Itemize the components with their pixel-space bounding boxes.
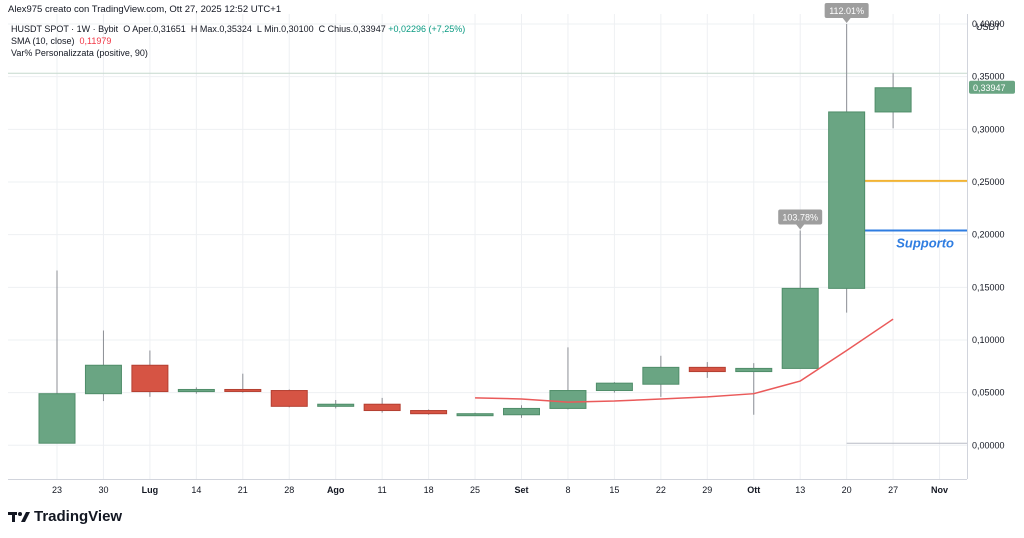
y-tick-label: 0,40000 xyxy=(972,19,1005,29)
x-tick-label: 30 xyxy=(98,485,108,495)
x-tick-label: 28 xyxy=(284,485,294,495)
x-tick-label: Lug xyxy=(142,485,159,495)
var-label-pointer xyxy=(842,18,851,24)
candlestick-series xyxy=(38,24,912,444)
candle-up xyxy=(317,403,355,407)
high-value: Max.0,35324 xyxy=(199,24,252,34)
candle-up xyxy=(503,407,540,416)
candle-down xyxy=(131,364,169,393)
x-tick-label: 15 xyxy=(609,485,619,495)
time-axis[interactable]: 23 30 Lug 14 21 28 Ago 11 18 25 Set 8 15 22 29 Ott 13 20 2… xyxy=(52,485,948,495)
y-tick-label: 0,30000 xyxy=(972,124,1005,134)
x-tick-label: 23 xyxy=(52,485,62,495)
x-tick-label: 29 xyxy=(702,485,712,495)
candle-up xyxy=(642,366,680,385)
candle-up xyxy=(735,367,773,373)
y-tick-label: 0,20000 xyxy=(972,230,1005,240)
last-price-badge xyxy=(969,80,1015,94)
candle-up xyxy=(781,287,819,369)
candle-up xyxy=(828,111,866,289)
sma-label: SMA (10, close) xyxy=(11,36,75,46)
candle-up xyxy=(456,413,494,417)
x-tick-label: Set xyxy=(514,485,528,495)
tradingview-logo-text: TradingView xyxy=(34,508,123,525)
open-label: O xyxy=(123,24,131,34)
candle-down xyxy=(363,403,401,412)
x-tick-label: Ott xyxy=(747,485,760,495)
x-tick-label: Ago xyxy=(327,485,345,495)
var-legend-row[interactable]: Var% Personalizzata (positive, 90) xyxy=(11,47,465,59)
annotations: Supporto xyxy=(896,235,954,250)
open-value: Aper.0,31651 xyxy=(132,24,186,34)
change-value: +0,02296 (+7,25%) xyxy=(388,24,466,34)
x-tick-label: 14 xyxy=(191,485,201,495)
var-label-box xyxy=(778,209,823,225)
creator-caption: Alex975 creato con TradingView.com, Ott … xyxy=(8,4,282,15)
y-tick-label: 0,25000 xyxy=(972,177,1005,187)
low-value: Min.0,30100 xyxy=(264,24,314,34)
candle-down xyxy=(688,366,726,373)
candle-up xyxy=(177,388,215,393)
last-price-label: 0,33947 xyxy=(973,83,1006,93)
close-value: Chius.0,33947 xyxy=(327,24,386,34)
x-tick-label: 8 xyxy=(565,485,570,495)
x-tick-label: 21 xyxy=(238,485,248,495)
y-tick-label: 0,00000 xyxy=(972,440,1005,450)
x-tick-label: 13 xyxy=(795,485,805,495)
x-tick-label: 27 xyxy=(888,485,898,495)
x-tick-label: 20 xyxy=(842,485,852,495)
candle-up xyxy=(874,87,912,113)
candle-up xyxy=(549,390,587,409)
var-label-text: 103.78% xyxy=(782,212,818,222)
price-axis[interactable]: USDT 0,00000 0,05000 0,10000 0,15000 0,20000 0… xyxy=(969,19,1015,450)
ohlc-row: HUSDT SPOT · 1W · Bybit O Aper.0,31651 H… xyxy=(11,23,465,35)
high-label: H xyxy=(190,24,198,34)
var-percent-labels: 103.78% 112.01% xyxy=(778,3,869,230)
grid-lines xyxy=(8,14,968,480)
sma-legend-row[interactable]: SMA (10, close) 0,11979 xyxy=(11,35,465,47)
currency-label: USDT xyxy=(976,22,1001,32)
sma-series xyxy=(475,318,894,403)
x-tick-label: 18 xyxy=(424,485,434,495)
var-label-text: 112.01% xyxy=(829,6,864,16)
y-tick-label: 0,15000 xyxy=(972,282,1005,292)
support-annotation: Supporto xyxy=(896,235,954,250)
tradingview-logo[interactable]: TradingView xyxy=(8,508,122,525)
close-label: C xyxy=(318,24,326,34)
candle-up xyxy=(84,364,122,395)
y-tick-label: 0,10000 xyxy=(972,335,1005,345)
tradingview-logo-icon xyxy=(8,511,30,522)
candle-down xyxy=(410,410,448,415)
y-tick-label: 0,35000 xyxy=(972,72,1005,82)
candle-down xyxy=(270,390,308,407)
var-label-pointer xyxy=(796,224,805,230)
x-tick-label: 11 xyxy=(377,485,386,495)
chart-legend: HUSDT SPOT · 1W · Bybit O Aper.0,31651 H… xyxy=(11,23,465,59)
candle-up xyxy=(38,393,76,444)
candle-down xyxy=(224,388,262,392)
x-tick-label: Nov xyxy=(931,485,948,495)
horizontal-levels xyxy=(846,179,967,444)
x-tick-label: 22 xyxy=(656,485,666,495)
symbol-title[interactable]: HUSDT SPOT · 1W · Bybit xyxy=(11,24,119,34)
sma-value: 0,11979 xyxy=(79,36,112,46)
low-label: L xyxy=(256,24,262,34)
var-label-box xyxy=(824,3,869,19)
var-label: Var% Personalizzata (positive, 90) xyxy=(11,48,148,58)
x-tick-label: 25 xyxy=(470,485,480,495)
sma-line xyxy=(475,318,894,403)
candle-up xyxy=(595,382,633,392)
y-tick-label: 0,05000 xyxy=(972,388,1005,398)
